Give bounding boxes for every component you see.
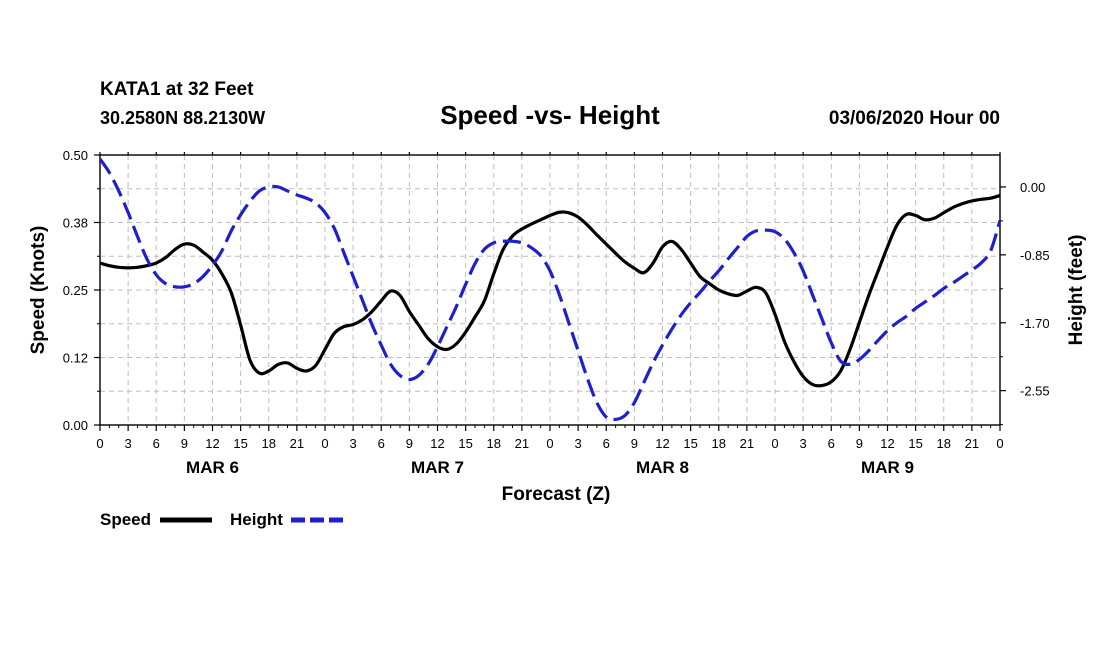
legend: Speed Height <box>100 510 343 529</box>
forecast-datetime: 03/06/2020 Hour 00 <box>829 108 1000 129</box>
x-tick-label: 6 <box>603 436 610 451</box>
legend-speed-label: Speed <box>100 510 151 529</box>
x-tick-label: 9 <box>856 436 863 451</box>
x-tick-label: 0 <box>546 436 553 451</box>
x-tick-label: 12 <box>655 436 669 451</box>
grid-lines <box>100 155 1000 425</box>
x-tick-label: 3 <box>575 436 582 451</box>
x-tick-label: 15 <box>908 436 922 451</box>
y-right-tick-label: -0.85 <box>1020 248 1050 263</box>
x-tick-label: 3 <box>125 436 132 451</box>
x-tick-label: 6 <box>153 436 160 451</box>
x-tick-label: 12 <box>880 436 894 451</box>
x-tick-label: 18 <box>937 436 951 451</box>
y-left-tick-label: 0.50 <box>63 148 88 163</box>
x-tick-label: 0 <box>321 436 328 451</box>
x-tick-label: 21 <box>965 436 979 451</box>
x-tick-label: 12 <box>430 436 444 451</box>
day-label: MAR 6 <box>186 458 239 477</box>
y-axis-left-title: Speed (Knots) <box>28 226 49 355</box>
x-axis-title: Forecast (Z) <box>502 484 611 505</box>
y-left-tick-label: 0.12 <box>63 351 88 366</box>
x-tick-label: 6 <box>378 436 385 451</box>
y-right-tick-label: -2.55 <box>1020 384 1050 399</box>
tick-labels: 0 3 6 9 12 15 18 21 0 3 6 9 12 15 18 21 0 3 6 9 12 15 18 21 0 3 6 9… <box>63 148 1050 477</box>
y-left-tick-label: 0.00 <box>63 418 88 433</box>
x-tick-label: 0 <box>996 436 1003 451</box>
height-series-line <box>100 158 1000 422</box>
y-axis-right-title: Height (feet) <box>1066 235 1087 346</box>
x-tick-label: 21 <box>740 436 754 451</box>
chart-title: Speed -vs- Height <box>440 100 660 130</box>
x-tick-label: 21 <box>290 436 304 451</box>
axis-ticks <box>94 152 1006 431</box>
x-tick-label: 15 <box>683 436 697 451</box>
x-tick-label: 9 <box>631 436 638 451</box>
x-tick-label: 9 <box>181 436 188 451</box>
speed-series-line <box>100 193 1000 388</box>
x-tick-label: 21 <box>515 436 529 451</box>
x-tick-label: 3 <box>800 436 807 451</box>
day-label: MAR 9 <box>861 458 914 477</box>
legend-height-label: Height <box>230 510 283 529</box>
x-tick-label: 0 <box>771 436 778 451</box>
day-label: MAR 7 <box>411 458 464 477</box>
x-tick-label: 18 <box>262 436 276 451</box>
x-tick-label: 3 <box>350 436 357 451</box>
x-tick-label: 0 <box>96 436 103 451</box>
y-left-tick-label: 0.38 <box>63 216 88 231</box>
series-lines <box>100 158 1000 422</box>
x-tick-label: 18 <box>712 436 726 451</box>
coords-label: 30.2580N 88.2130W <box>100 108 265 128</box>
y-right-tick-label: -1.70 <box>1020 316 1050 331</box>
x-tick-label: 6 <box>828 436 835 451</box>
x-tick-label: 18 <box>487 436 501 451</box>
x-tick-label: 9 <box>406 436 413 451</box>
x-tick-label: 15 <box>233 436 247 451</box>
x-tick-label: 12 <box>205 436 219 451</box>
x-tick-label: 15 <box>458 436 472 451</box>
y-right-tick-label: 0.00 <box>1020 180 1045 195</box>
day-label: MAR 8 <box>636 458 689 477</box>
y-left-tick-label: 0.25 <box>63 283 88 298</box>
station-label: KATA1 at 32 Feet <box>100 79 254 100</box>
